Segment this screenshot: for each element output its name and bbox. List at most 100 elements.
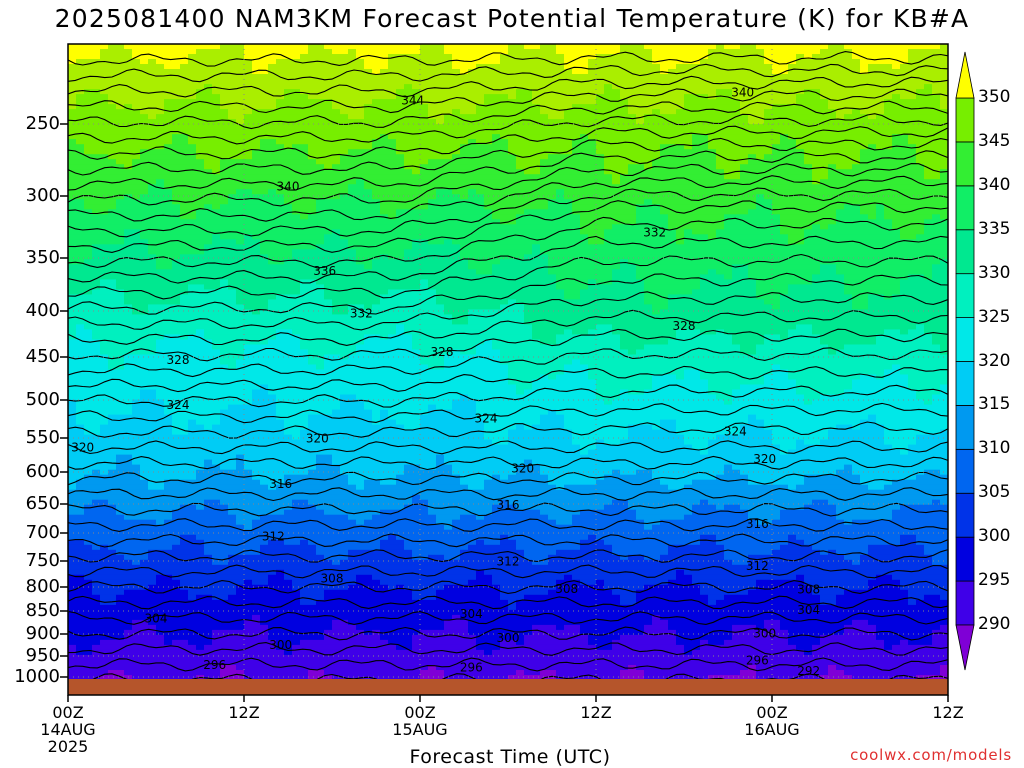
contour-label: 308 [321, 572, 344, 586]
y-tick-label: 1000 [14, 666, 60, 687]
x-tick-group: 12Z [204, 704, 284, 721]
colorbar-segment [955, 185, 975, 231]
contour-label: 332 [643, 225, 666, 239]
contour-label: 320 [753, 452, 776, 466]
colorbar-segment [955, 141, 975, 187]
x-tick-label: 00Z [52, 703, 84, 722]
y-tick-label: 750 [25, 550, 60, 571]
colorbar-label: 305 [978, 482, 1011, 503]
y-tick-label: 350 [25, 247, 60, 268]
x-tick-label: 00Z [404, 703, 436, 722]
ground-layer [68, 679, 948, 695]
colorbar-label: 350 [978, 87, 1011, 107]
colorbar-label: 315 [978, 394, 1011, 415]
isentrope-line [68, 328, 948, 362]
x-tick-group: 00Z 14AUG 2025 [28, 704, 108, 755]
contour-label: 308 [797, 582, 820, 596]
isentrope-line [68, 63, 948, 83]
contour-label: 304 [460, 607, 483, 621]
colorbar-segment [955, 448, 975, 494]
isentrope-line [68, 100, 948, 130]
colorbar-segment [955, 405, 975, 450]
contour-label: 304 [145, 611, 168, 625]
isentrope-line [68, 272, 948, 315]
isentrope-line [68, 564, 948, 579]
colorbar-label: 300 [978, 526, 1011, 547]
x-tick-label: 00Z [756, 703, 788, 722]
x-tick-label: 12Z [580, 703, 612, 722]
contour-label: 308 [555, 582, 578, 596]
isentrope-line [68, 216, 948, 269]
isentrope-line [68, 291, 948, 331]
colorbar-segment [955, 580, 975, 626]
contour-labels: 344 340 340 336 332 332 328 328 328 324 324 324 320 3… [71, 86, 820, 678]
isentrope-line [68, 113, 948, 145]
contour-label: 324 [724, 425, 747, 439]
colorbar-label: 295 [978, 570, 1011, 591]
y-tick-label: 950 [25, 645, 60, 666]
isentrope-line [68, 657, 948, 672]
isentrope-line [68, 595, 948, 610]
plot-frame [67, 43, 949, 696]
colorbar-segment [955, 273, 975, 318]
isentrope-line [68, 51, 948, 67]
isentrope-line [68, 347, 948, 378]
contour-label: 344 [401, 94, 424, 108]
theta-contours [68, 51, 948, 687]
x-tick-label: 12Z [228, 703, 260, 722]
isentrope-line [68, 235, 948, 284]
colorbar-label: 320 [978, 350, 1011, 371]
y-tick-label: 550 [25, 427, 60, 448]
y-tick-label: 650 [25, 493, 60, 514]
y-tick-label: 800 [25, 576, 60, 597]
y-tick-label: 700 [25, 522, 60, 543]
isentrope-line [68, 187, 948, 238]
isentrope-line [68, 642, 948, 656]
isentrope-line [68, 75, 948, 98]
colorbar-max-arrow [955, 51, 975, 99]
contour-label: 316 [746, 517, 769, 531]
contour-label: 296 [203, 658, 226, 672]
isentrope-line [68, 163, 948, 207]
contour-label: 320 [71, 440, 94, 454]
contour-label: 340 [277, 179, 300, 193]
contour-label: 300 [753, 627, 776, 641]
y-tick-label: 400 [25, 300, 60, 321]
colorbar-segment [955, 229, 975, 275]
contour-label: 304 [797, 603, 820, 617]
x-tick-label: 14AUG [40, 720, 96, 739]
colorbar-label: 290 [978, 614, 1011, 634]
isentrope-line [68, 88, 948, 114]
isentrope-line [68, 125, 948, 160]
x-axis-label: Forecast Time (UTC) [409, 746, 611, 768]
isentrope-line [68, 487, 948, 502]
colorbar-min-arrow [955, 624, 975, 671]
isentrope-line [68, 365, 948, 393]
contour-label: 312 [262, 529, 285, 543]
y-tick-label: 850 [25, 600, 60, 621]
colorbar-segment [955, 361, 975, 406]
x-tick-label: 16AUG [744, 720, 800, 739]
y-tick-label: 600 [25, 461, 60, 482]
isentrope-line [68, 502, 948, 517]
contour-label: 296 [460, 660, 483, 674]
colorbar-segment [955, 317, 975, 362]
contour-label: 340 [731, 86, 754, 100]
isentrope-line [68, 402, 948, 424]
x-tick-group: 00Z 15AUG [380, 704, 460, 738]
isentrope-line [68, 518, 948, 532]
isentrope-line [68, 610, 948, 625]
x-tick-group: 00Z 16AUG [732, 704, 812, 738]
colorbar-label: 335 [978, 218, 1011, 239]
colorbar-segment [955, 97, 975, 143]
y-tick-label: 500 [25, 389, 60, 410]
source-credit: coolwx.com/models [850, 746, 1012, 764]
contour-label: 328 [167, 353, 190, 367]
isentrope-line [68, 137, 948, 176]
isentrope-line [68, 200, 948, 253]
isentrope-line [68, 533, 948, 548]
isentrope-line [68, 150, 948, 191]
contour-label: 300 [497, 631, 520, 645]
contour-label: 296 [746, 654, 769, 668]
